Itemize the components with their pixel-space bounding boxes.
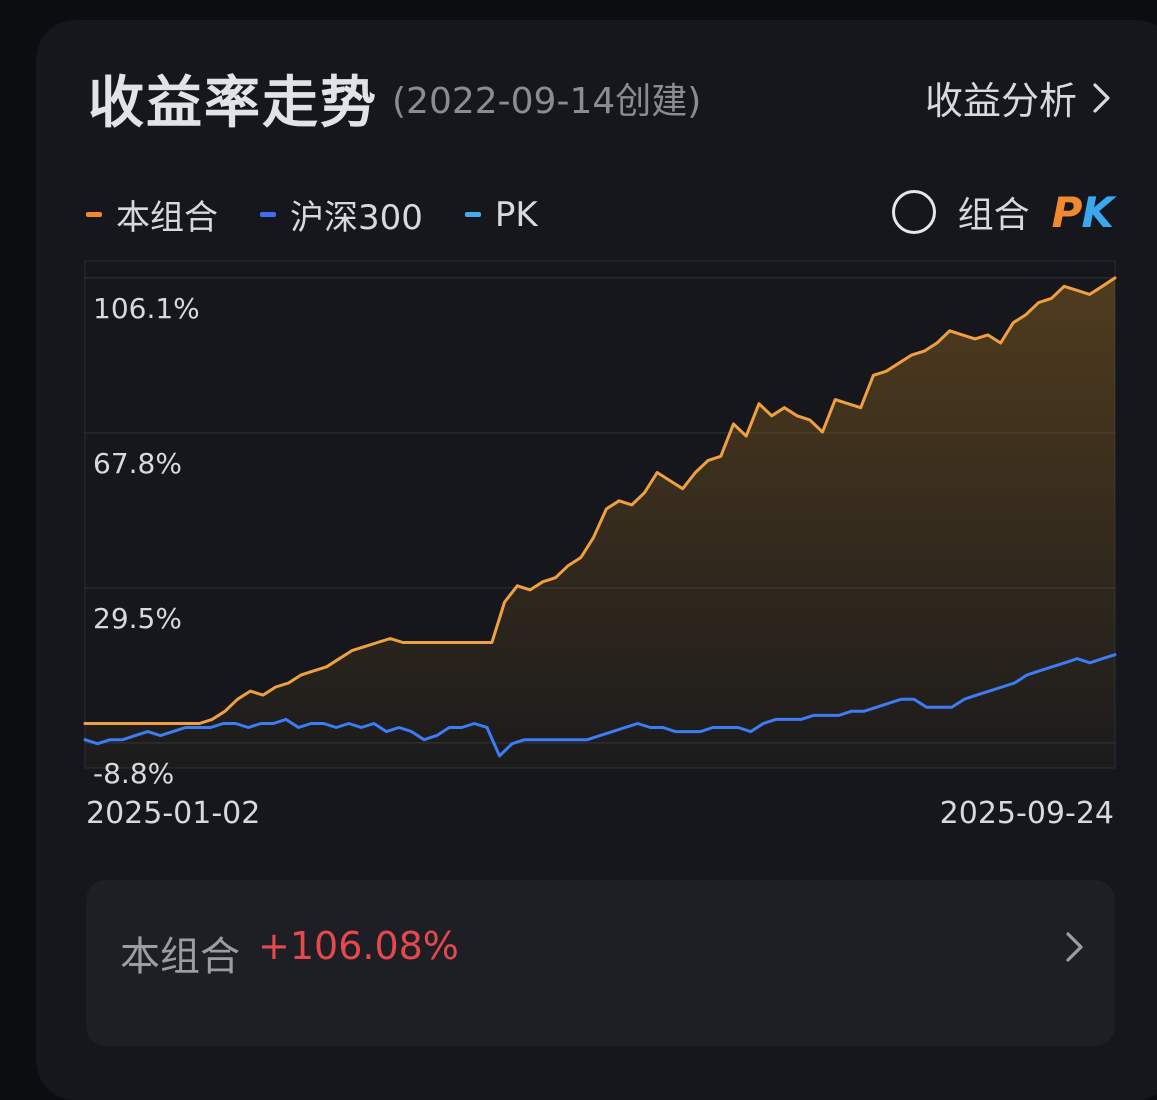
y-tick-label: 106.1% xyxy=(93,292,200,325)
portfolio-pk-toggle[interactable]: 组合 PK xyxy=(891,186,1114,238)
legend-dash-csi300 xyxy=(260,212,276,217)
chevron-right-icon xyxy=(1066,932,1083,962)
return-analysis-label: 收益分析 xyxy=(924,79,1077,123)
summary-label: 本组合 xyxy=(120,934,240,980)
legend-label-portfolio: 本组合 xyxy=(116,198,218,238)
series-line-0 xyxy=(83,276,1117,725)
legend-item-portfolio[interactable]: 本组合 xyxy=(86,190,218,239)
creation-date: (2022-09-14创建) xyxy=(392,81,702,122)
legend-label-pk: PK xyxy=(494,194,538,235)
portfolio-summary-row[interactable]: 本组合 +106.08% xyxy=(86,880,1115,1046)
chevron-right-icon xyxy=(1093,82,1110,113)
page-title: 收益率走势 xyxy=(88,71,378,136)
pk-radio-button[interactable] xyxy=(891,190,936,234)
legend-dash-pk xyxy=(464,212,481,217)
returns-line-chart[interactable]: 106.1% 67.8% 29.5% -8.8% xyxy=(83,258,1117,790)
y-tick-label: -8.8% xyxy=(93,757,174,790)
pk-logo: PK xyxy=(1051,187,1114,237)
y-tick-label: 29.5% xyxy=(93,602,182,635)
legend-dash-portfolio xyxy=(86,212,102,217)
series-area-fill xyxy=(85,277,1115,768)
pk-toggle-label: 组合 xyxy=(957,195,1030,236)
x-axis-start-date: 2025-01-02 xyxy=(86,796,261,831)
y-tick-label: 67.8% xyxy=(93,447,182,480)
legend-item-csi300[interactable]: 沪深300 xyxy=(260,190,423,239)
return-analysis-link[interactable]: 收益分析 xyxy=(925,70,1113,125)
legend-label-csi300: 沪深300 xyxy=(290,198,423,238)
summary-return-value: +106.08% xyxy=(258,924,459,968)
chart-legend: 本组合 沪深300 PK xyxy=(86,190,538,239)
series-line-1 xyxy=(83,653,1117,758)
x-axis-end-date: 2025-09-24 xyxy=(939,796,1114,831)
legend-item-pk[interactable]: PK xyxy=(464,194,538,235)
